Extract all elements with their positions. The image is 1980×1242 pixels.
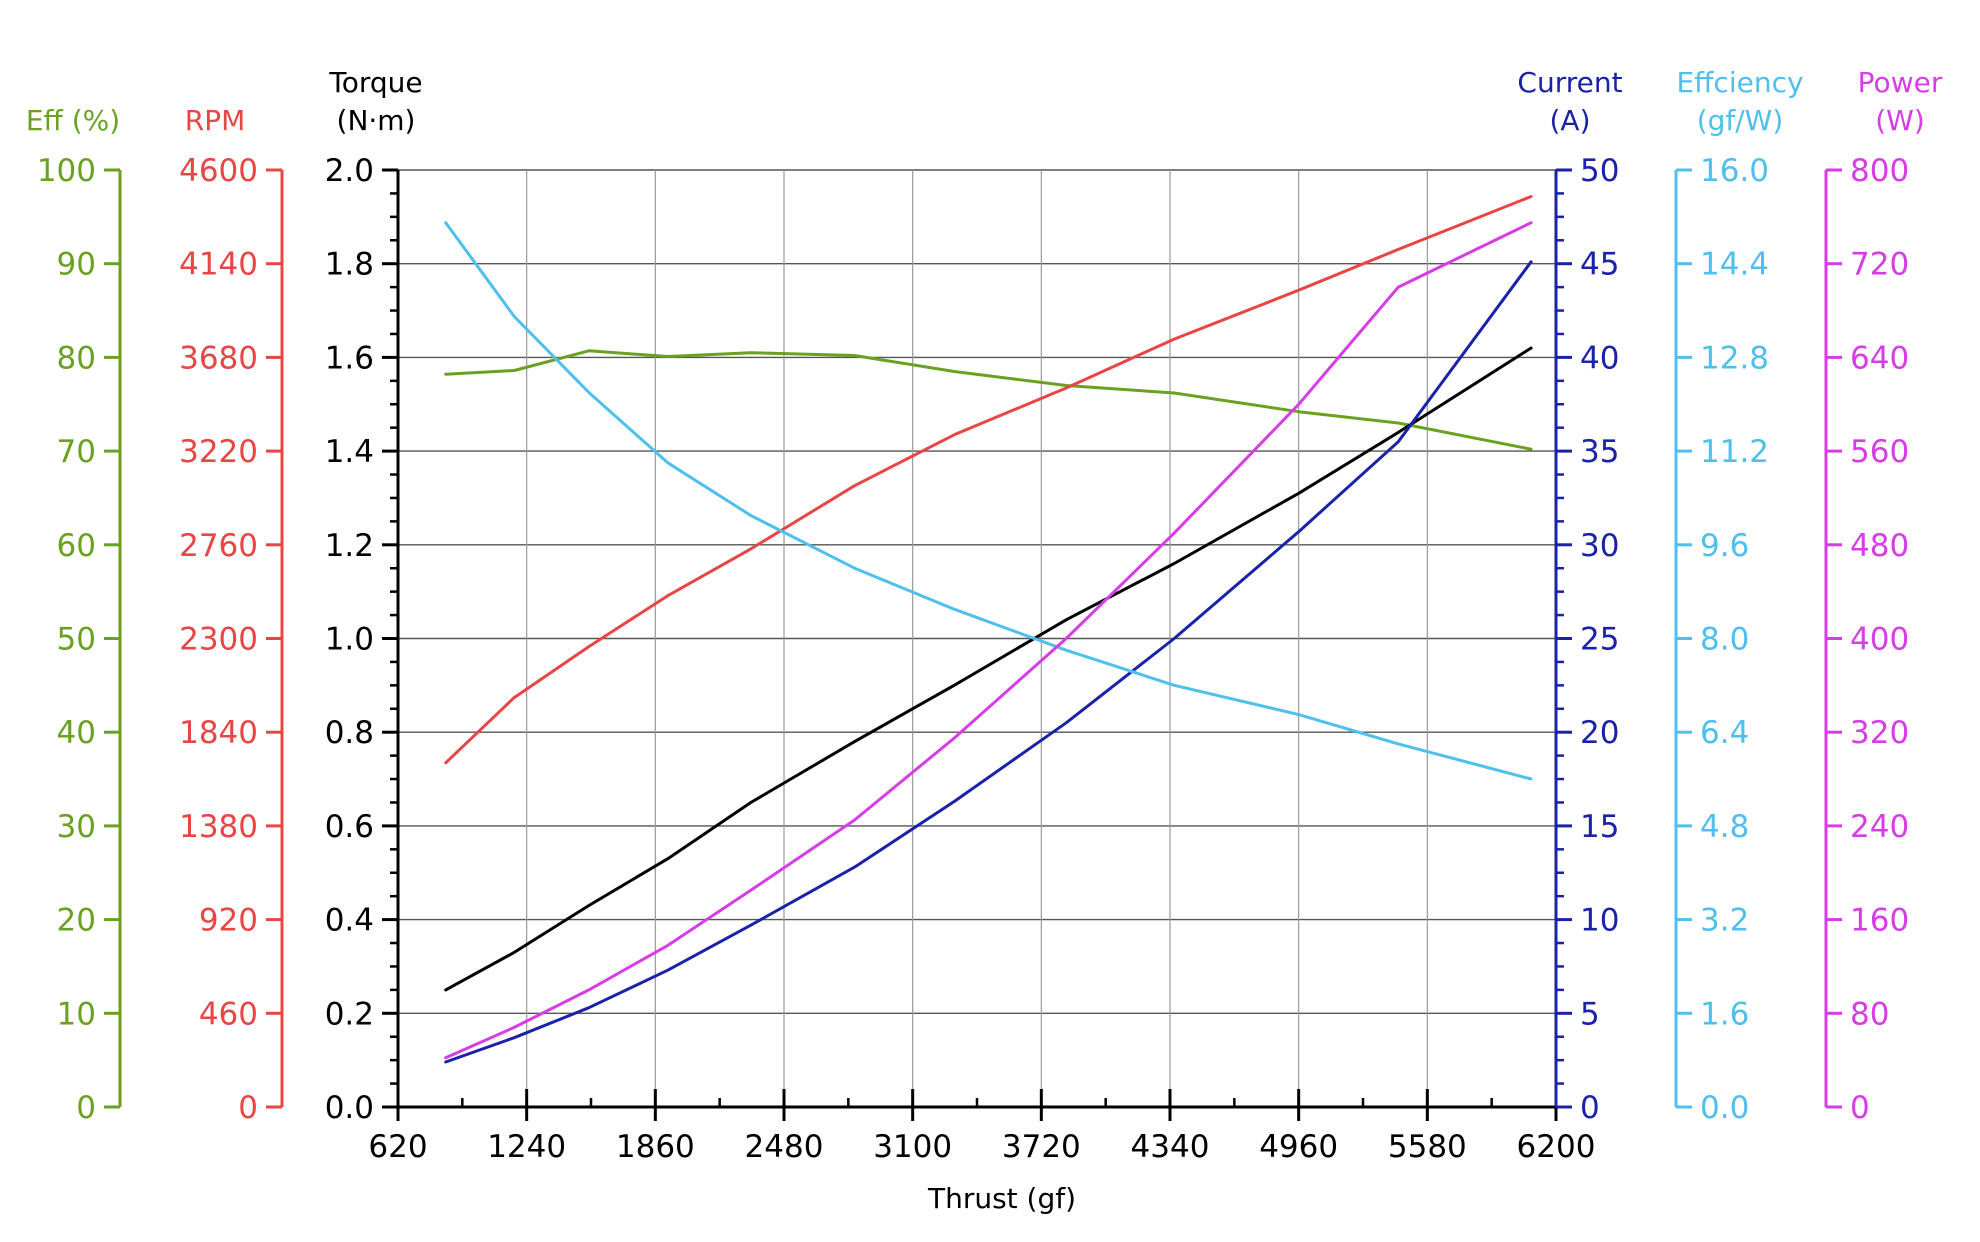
eff-tick-label: 40 [57,715,96,751]
current-tick-label: 30 [1580,528,1619,564]
current-tick-label: 15 [1580,809,1619,845]
current-tick-label: 5 [1580,996,1600,1032]
x-tick-label: 2480 [745,1129,824,1165]
torque-tick-label: 1.8 [325,247,374,283]
torque-tick-label: 1.4 [325,434,374,470]
efficiency-tick-label: 1.6 [1700,996,1749,1032]
rpm-series-line [444,195,1533,765]
eff-tick-label: 50 [57,622,96,658]
grid [397,169,1557,1108]
power-tick-label: 480 [1850,528,1909,564]
current-axis-title: Current [1517,66,1622,99]
rpm-tick-label: 1380 [179,809,258,845]
efficiency-tick-label: 0.0 [1700,1090,1749,1126]
power-tick-label: 800 [1850,153,1909,189]
current-tick-label: 25 [1580,622,1619,658]
x-tick-label: 3720 [1002,1129,1081,1165]
eff-tick-label: 90 [57,247,96,283]
current-tick-label: 20 [1580,715,1619,751]
eff-tick-label: 70 [57,434,96,470]
efficiency-axis-title: Effciency [1676,66,1803,99]
current-tick-label: 50 [1580,153,1619,189]
efficiency-tick-label: 8.0 [1700,622,1749,658]
torque-tick-label: 1.0 [325,622,374,658]
x-tick-label: 4960 [1259,1129,1338,1165]
torque-axis-title: (N·m) [337,104,416,137]
efficiency-series-line [444,221,1533,781]
torque-tick-label: 0.2 [325,996,374,1032]
eff-tick-label: 30 [57,809,96,845]
power-tick-label: 80 [1850,996,1889,1032]
efficiency-axis-title: (gf/W) [1697,104,1784,137]
x-tick-label: 1240 [487,1129,566,1165]
rpm-tick-label: 4600 [179,153,258,189]
eff-tick-label: 0 [76,1090,96,1126]
power-axis-title: (W) [1875,104,1925,137]
current-tick-label: 35 [1580,434,1619,470]
rpm-tick-label: 1840 [179,715,258,751]
rpm-tick-label: 4140 [179,247,258,283]
rpm-tick-label: 920 [199,903,258,939]
x-tick-label: 4340 [1131,1129,1210,1165]
rpm-tick-label: 3680 [179,340,258,376]
eff-tick-label: 20 [57,903,96,939]
efficiency-tick-label: 14.4 [1700,247,1769,283]
eff-axis-title: Eff (%) [26,104,120,137]
current-series-line [444,260,1533,1064]
torque-series-line [444,346,1533,992]
efficiency-tick-label: 11.2 [1700,434,1769,470]
x-tick-label: 6200 [1517,1129,1596,1165]
power-tick-label: 320 [1850,715,1909,751]
power-tick-label: 560 [1850,434,1909,470]
torque-tick-label: 1.6 [325,340,374,376]
x-tick-label: 620 [368,1129,427,1165]
efficiency-tick-label: 6.4 [1700,715,1749,751]
power-axis-title: Power [1858,66,1943,99]
eff-tick-label: 60 [57,528,96,564]
efficiency-tick-label: 12.8 [1700,340,1769,376]
efficiency-tick-label: 4.8 [1700,809,1749,845]
power-tick-label: 720 [1850,247,1909,283]
eff-tick-label: 100 [37,153,96,189]
rpm-axis-title: RPM [185,104,246,137]
axes: 620 1240 1860 2480 3100 3720 4340 4960 5580 62000… [26,66,1943,1165]
current-tick-label: 45 [1580,247,1619,283]
rpm-tick-label: 0 [238,1090,258,1126]
torque-tick-label: 0.0 [325,1090,374,1126]
efficiency-tick-label: 9.6 [1700,528,1749,564]
power-tick-label: 400 [1850,622,1909,658]
power-tick-label: 640 [1850,340,1909,376]
power-tick-label: 240 [1850,809,1909,845]
rpm-tick-label: 2760 [179,528,258,564]
x-tick-label: 3100 [873,1129,952,1165]
power-series-line [444,221,1533,1060]
torque-tick-label: 1.2 [325,528,374,564]
power-tick-label: 160 [1850,903,1909,939]
torque-axis-title: Torque [328,66,422,99]
rpm-tick-label: 2300 [179,622,258,658]
rpm-tick-label: 3220 [179,434,258,470]
current-tick-label: 0 [1580,1090,1600,1126]
current-tick-label: 10 [1580,903,1619,939]
x-tick-label: 1860 [616,1129,695,1165]
eff-tick-label: 10 [57,996,96,1032]
data-series [444,195,1533,1064]
torque-tick-label: 2.0 [325,153,374,189]
rpm-tick-label: 460 [199,996,258,1032]
torque-tick-label: 0.8 [325,715,374,751]
eff-series-line [444,349,1533,451]
torque-tick-label: 0.4 [325,903,374,939]
power-tick-label: 0 [1850,1090,1870,1126]
x-axis-title: Thrust (gf) [927,1182,1076,1215]
current-axis-title: (A) [1549,104,1590,137]
current-tick-label: 40 [1580,340,1619,376]
efficiency-tick-label: 16.0 [1700,153,1769,189]
eff-tick-label: 80 [57,340,96,376]
x-tick-label: 5580 [1388,1129,1467,1165]
torque-tick-label: 0.6 [325,809,374,845]
efficiency-tick-label: 3.2 [1700,903,1749,939]
